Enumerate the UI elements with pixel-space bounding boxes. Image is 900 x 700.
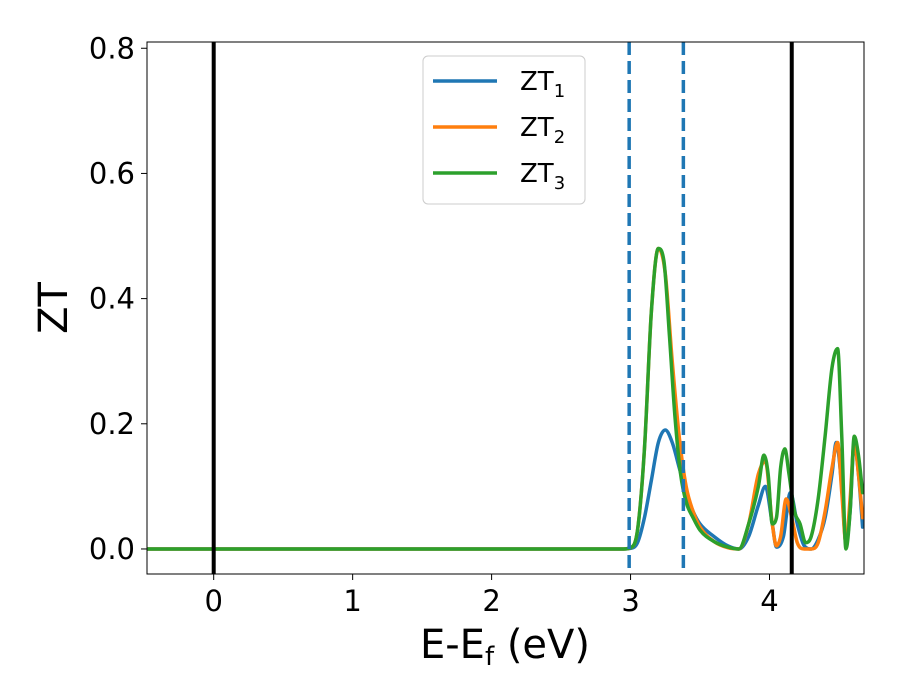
legend-label-zt1: ZT1 [520,67,565,102]
series-line-zt3 [147,246,864,551]
x-tick-label: 0 [204,584,222,618]
y-tick-label: 0.0 [89,532,135,566]
legend-label-zt3: ZT3 [520,159,565,194]
plot-frame [146,41,865,575]
x-tick-label: 4 [760,584,778,618]
x-axis-label: E-Ef (eV) [420,622,590,672]
x-tick-label: 2 [482,584,500,618]
x-tick-label: 1 [343,584,361,618]
y-tick-label: 0.2 [89,407,135,441]
legend: ZT1 ZT2 ZT3 [422,55,586,205]
plot-area [147,42,864,574]
legend-label-zt2: ZT2 [520,113,565,148]
x-axis: 0 1 2 3 4 [204,574,779,618]
y-tick-label: 0.8 [89,31,135,65]
x-tick-label: 3 [621,584,639,618]
legend-box [422,55,586,205]
y-axis: 0.0 0.2 0.4 0.6 0.8 [89,31,147,566]
y-tick-label: 0.4 [89,282,135,316]
y-axis-label: ZT [31,282,77,334]
y-tick-label: 0.6 [89,156,135,190]
